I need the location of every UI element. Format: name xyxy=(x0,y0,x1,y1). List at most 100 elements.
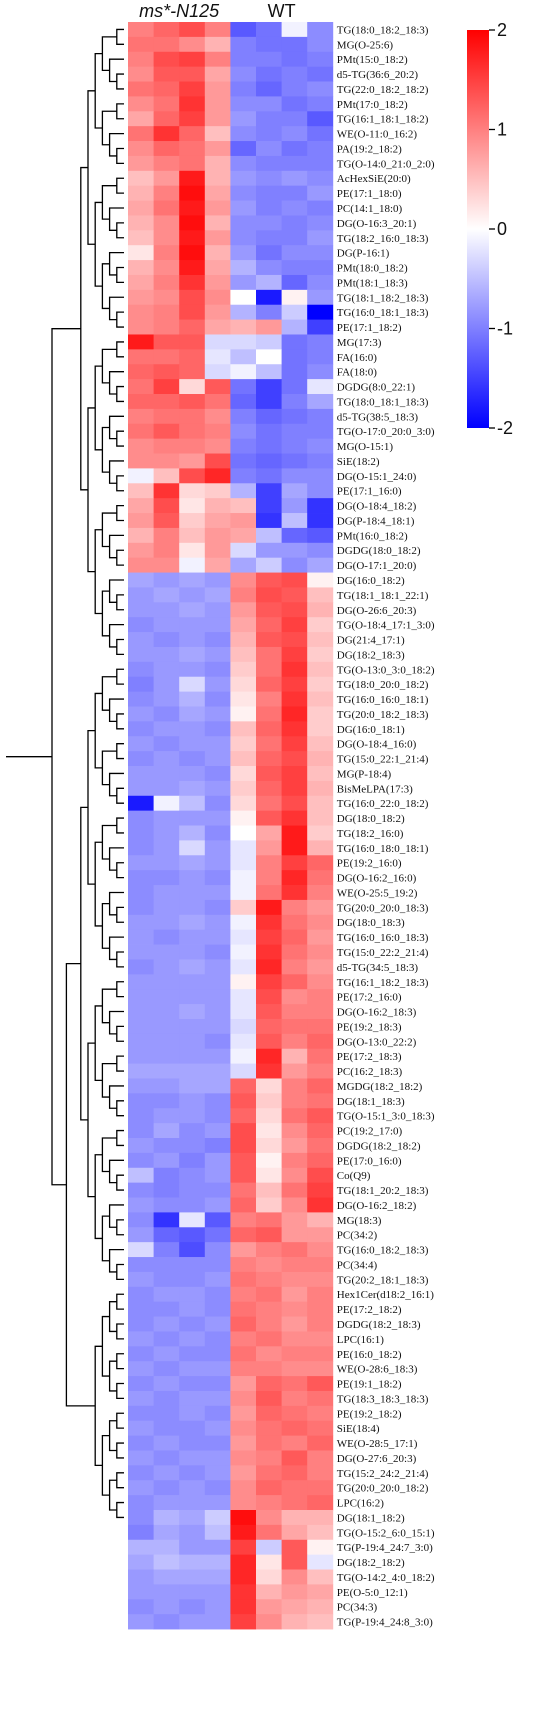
heatmap-cell xyxy=(307,274,334,291)
heatmap-cell xyxy=(230,468,257,484)
heatmap-cell xyxy=(128,527,154,544)
heatmap-cell xyxy=(230,1510,257,1526)
row-label: MG(18:3) xyxy=(337,1215,382,1227)
heatmap-cell xyxy=(179,260,206,276)
row-label: MG(17:3) xyxy=(337,337,382,349)
heatmap-cell xyxy=(204,959,231,975)
heatmap-cell xyxy=(128,1361,154,1377)
row-label: DG(O-13:0_22:2) xyxy=(337,1036,417,1048)
heatmap-cell xyxy=(281,66,308,82)
heatmap-cell xyxy=(230,289,257,306)
heatmap-cell xyxy=(204,557,231,573)
heatmap-cell xyxy=(153,1004,180,1020)
heatmap-cell xyxy=(153,1152,180,1169)
heatmap-cell xyxy=(204,1004,231,1020)
heatmap-cell xyxy=(281,1450,308,1466)
heatmap-cell xyxy=(256,1138,282,1154)
heatmap-cell xyxy=(281,349,308,365)
heatmap-cell xyxy=(256,1063,282,1079)
heatmap-cell xyxy=(281,319,308,335)
heatmap-cell xyxy=(281,364,308,380)
heatmap-cell xyxy=(230,795,257,812)
row-label: PA(19:2_18:2) xyxy=(337,143,402,155)
heatmap-cell xyxy=(281,527,308,544)
heatmap-cell xyxy=(307,1569,334,1585)
heatmap-cell xyxy=(153,96,180,112)
heatmap-cell xyxy=(128,1004,154,1020)
heatmap-cell xyxy=(307,200,334,216)
heatmap-cell xyxy=(204,929,231,945)
heatmap-cell xyxy=(281,96,308,112)
heatmap-cell xyxy=(153,1242,180,1258)
heatmap-cell xyxy=(128,334,154,350)
heatmap-cell xyxy=(307,215,334,231)
heatmap-cell xyxy=(281,1227,308,1243)
heatmap-cell xyxy=(307,1510,334,1526)
heatmap-cell xyxy=(281,1048,308,1064)
heatmap-cell xyxy=(230,245,257,261)
heatmap-cell xyxy=(204,498,231,514)
heatmap-cell xyxy=(204,289,231,306)
heatmap-cell xyxy=(256,81,282,97)
heatmap-cell xyxy=(128,1480,154,1496)
heatmap-cell xyxy=(230,111,257,127)
heatmap-cell xyxy=(153,1316,180,1332)
row-label: DG(21:4_17:1) xyxy=(337,635,405,647)
heatmap-cell xyxy=(128,1569,154,1585)
heatmap-cell xyxy=(256,587,282,603)
heatmap-cell xyxy=(179,1435,206,1451)
heatmap-cell xyxy=(256,721,282,737)
heatmap-cell xyxy=(179,944,206,960)
heatmap-cell xyxy=(307,840,334,856)
heatmap-cell xyxy=(128,96,154,112)
heatmap-cell xyxy=(204,1271,231,1288)
heatmap-cell xyxy=(153,1346,180,1362)
heatmap-cell xyxy=(128,1063,154,1079)
heatmap-cell xyxy=(128,289,154,306)
dendrogram-branch xyxy=(116,1100,124,1117)
heatmap-cell xyxy=(128,483,154,499)
heatmap-cell xyxy=(307,1271,334,1288)
heatmap-cell xyxy=(230,1495,257,1511)
heatmap-cell xyxy=(281,438,308,454)
heatmap-cell xyxy=(153,795,180,812)
heatmap-cell xyxy=(128,1212,154,1228)
heatmap-cell xyxy=(230,1123,257,1139)
heatmap-cell xyxy=(179,1510,206,1526)
heatmap-cell xyxy=(204,334,231,350)
heatmap-cell xyxy=(153,1167,180,1184)
dendrogram-branch xyxy=(116,817,124,834)
heatmap-cell xyxy=(256,632,282,648)
heatmap-cell xyxy=(256,1510,282,1526)
heatmap-cell xyxy=(204,780,231,797)
heatmap-cell xyxy=(179,1420,206,1436)
heatmap-cell xyxy=(204,438,231,454)
dendrogram-branch xyxy=(116,73,124,90)
heatmap-cell xyxy=(256,1331,282,1347)
row-label: TG(18:3_18:3_18:3) xyxy=(337,1393,429,1405)
heatmap-cell xyxy=(281,155,308,172)
heatmap-cell xyxy=(230,274,257,291)
heatmap-cell xyxy=(307,1465,334,1481)
heatmap-cell xyxy=(204,155,231,172)
row-label: PMt(16:0_18:2) xyxy=(337,530,408,542)
heatmap-cell xyxy=(128,141,154,157)
heatmap-cell xyxy=(307,1152,334,1169)
heatmap-cell xyxy=(281,22,308,38)
row-label: LPC(16:2) xyxy=(337,1498,384,1510)
dendrogram-branch xyxy=(116,951,124,968)
heatmap-cell xyxy=(153,870,180,886)
dendrogram-branch xyxy=(94,1154,103,1240)
heatmap-cell xyxy=(256,36,282,53)
heatmap-cell xyxy=(230,542,257,559)
heatmap-cell xyxy=(230,1420,257,1436)
heatmap-cell xyxy=(256,840,282,856)
heatmap-cell xyxy=(281,1390,308,1407)
heatmap-cell xyxy=(204,1108,231,1124)
heatmap-cell xyxy=(179,304,206,320)
heatmap-cell xyxy=(230,974,257,990)
heatmap-cell xyxy=(128,855,154,871)
heatmap-cell xyxy=(204,1390,231,1407)
heatmap-cell xyxy=(230,1376,257,1392)
color-scale-tick-label: -1 xyxy=(497,319,513,339)
